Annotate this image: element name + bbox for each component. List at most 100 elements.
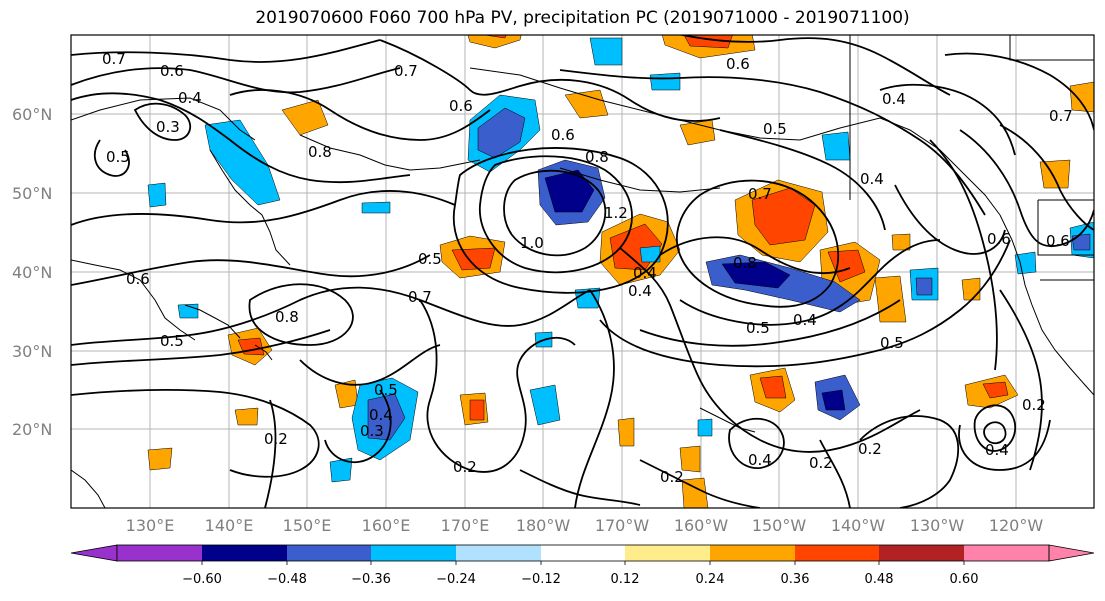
pv-contour xyxy=(71,67,401,94)
precip-blob xyxy=(1069,81,1094,113)
pv-contour xyxy=(599,239,1011,368)
coastline xyxy=(999,214,1094,396)
lon-label: 130°E xyxy=(126,516,175,535)
pv-contour-label: 0.5 xyxy=(880,334,904,352)
pv-contour-label: 0.6 xyxy=(551,126,575,144)
pv-contour-label: 0.7 xyxy=(102,50,126,68)
pv-contour-label: 0.2 xyxy=(453,458,477,476)
pv-contour xyxy=(71,39,381,63)
pv-contour xyxy=(879,83,1016,156)
pv-contour xyxy=(894,184,1006,255)
precip-blob xyxy=(589,37,623,66)
pv-contour xyxy=(677,35,951,96)
pv-contour-label: 0.4 xyxy=(985,441,1009,459)
colorbar-tick-label: −0.60 xyxy=(182,572,222,587)
lon-label: 170°W xyxy=(595,516,650,535)
pv-contour xyxy=(379,39,721,122)
pv-contour xyxy=(248,283,354,346)
pv-contour xyxy=(479,155,633,274)
pv-contour-label: 0.4 xyxy=(178,89,202,107)
precip-blob xyxy=(361,201,391,214)
map-title: 2019070600 F060 700 hPa PV, precipitatio… xyxy=(255,8,910,28)
pv-contour-label: 0.6 xyxy=(987,230,1011,248)
precip-blob xyxy=(529,384,561,426)
colorbar-segment xyxy=(964,545,1049,561)
pv-contour-label: 0.5 xyxy=(418,250,442,268)
coastline xyxy=(559,167,721,193)
precip-blob xyxy=(639,245,661,263)
pv-contour xyxy=(639,459,761,508)
pv-contour xyxy=(639,299,901,347)
pv-contour xyxy=(93,139,130,177)
colorbar-segment xyxy=(541,545,625,561)
coastline xyxy=(71,259,196,341)
lat-label: 60°N xyxy=(12,105,52,124)
pv-contour xyxy=(71,92,411,184)
lon-label: 160°W xyxy=(674,516,729,535)
pv-contour xyxy=(944,52,1094,131)
coastline xyxy=(254,344,273,361)
lon-label: 150°W xyxy=(752,516,807,535)
coastlines xyxy=(71,35,1094,508)
pv-contour xyxy=(71,286,591,346)
pv-contours xyxy=(71,35,1094,508)
colorbar-segment xyxy=(795,545,879,561)
coastline xyxy=(1037,200,1094,256)
pv-contour xyxy=(728,417,785,469)
pv-contour-label: 0.7 xyxy=(408,288,432,306)
pv-contour-label: 0.8 xyxy=(275,308,299,326)
pv-contour-label: 0.4 xyxy=(628,282,652,300)
pv-contour-label: 0.5 xyxy=(746,319,770,337)
colorbar: −0.60 −0.48 −0.36 −0.24 −0.12 0.12 0.24 … xyxy=(70,544,1095,587)
latitude-labels: 60°N 50°N 40°N 30°N 20°N xyxy=(12,105,52,439)
precip-blob xyxy=(1039,159,1071,189)
pv-contour-label: 1.0 xyxy=(520,234,544,252)
pv-contour-label: 0.7 xyxy=(394,62,418,80)
pv-contour-label: 0.2 xyxy=(660,468,684,486)
precip-blob xyxy=(1071,233,1091,251)
pv-contour xyxy=(999,289,1043,471)
coastline xyxy=(299,134,481,171)
colorbar-tick-label: −0.24 xyxy=(436,572,476,587)
pv-contour-label: 0.8 xyxy=(308,143,332,161)
pv-contour-label: 0.4 xyxy=(369,406,393,424)
colorbar-tick-label: −0.36 xyxy=(351,572,391,587)
pv-contour-label: 0.5 xyxy=(763,120,787,138)
pv-contour-label: 0.8 xyxy=(585,148,609,166)
pv-contour-label: 0.6 xyxy=(160,62,184,80)
pv-contour xyxy=(983,421,1007,445)
colorbar-low-extend xyxy=(70,544,118,562)
lon-label: 150°E xyxy=(283,516,332,535)
pv-contour-label: 0.4 xyxy=(793,311,817,329)
pv-contour xyxy=(264,399,277,508)
pv-contour xyxy=(419,299,576,473)
lon-label: 170°E xyxy=(441,516,490,535)
colorbar-segment xyxy=(202,545,287,561)
colorbar-segment xyxy=(456,545,541,561)
coastline xyxy=(71,97,256,141)
colorbar-tick-label: 0.36 xyxy=(781,572,810,587)
colorbar-segment xyxy=(625,545,710,561)
lon-label: 140°W xyxy=(831,516,886,535)
pv-contour xyxy=(133,102,192,141)
colorbar-tick-label: 0.12 xyxy=(611,572,640,587)
precip-blob xyxy=(721,261,791,289)
pv-contour-label: 0.6 xyxy=(449,97,473,115)
coastline xyxy=(184,304,241,339)
lat-label: 40°N xyxy=(12,263,52,282)
precip-blob xyxy=(821,131,851,161)
pv-contour xyxy=(71,254,431,286)
colorbar-frame xyxy=(116,544,1050,562)
precip-blob xyxy=(281,99,329,136)
pv-contour xyxy=(519,469,641,506)
precip-blob xyxy=(234,407,259,426)
coastline xyxy=(209,149,291,266)
pv-contour xyxy=(71,190,456,226)
colorbar-segment xyxy=(117,545,202,561)
colorbar-segment xyxy=(710,545,795,561)
pv-contour-label: 0.3 xyxy=(156,118,180,136)
coastline xyxy=(71,469,106,508)
pv-contour xyxy=(676,179,840,308)
precip-blob xyxy=(679,445,701,473)
